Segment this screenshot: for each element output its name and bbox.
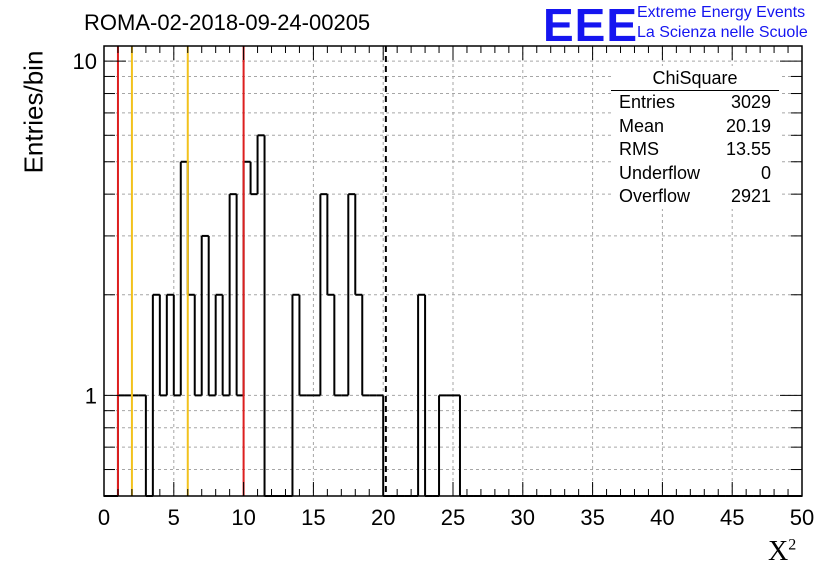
stats-row: Mean 20.19 bbox=[611, 115, 779, 139]
x-tick-label: 20 bbox=[371, 505, 395, 530]
x-tick-label: 50 bbox=[790, 505, 814, 530]
x-axis-label-superscript: 2 bbox=[788, 536, 797, 554]
x-tick-label: 0 bbox=[98, 505, 110, 530]
x-tick-label: 25 bbox=[441, 505, 465, 530]
stats-value: 2921 bbox=[730, 186, 771, 206]
x-tick-label: 15 bbox=[301, 505, 325, 530]
x-tick-label: 35 bbox=[580, 505, 604, 530]
reference-lines bbox=[116, 46, 387, 496]
stats-value: 20.19 bbox=[725, 115, 771, 136]
x-axis-label-base: X bbox=[768, 536, 789, 567]
org-tagline: La Scienza nelle Scuole bbox=[637, 24, 808, 41]
stats-row: Overflow 2921 bbox=[611, 185, 779, 209]
x-tick-label: 30 bbox=[511, 505, 535, 530]
stats-value: 0 bbox=[760, 162, 771, 183]
x-tick-label: 40 bbox=[650, 505, 674, 530]
stats-label: Overflow bbox=[619, 186, 691, 206]
tick-labels: 0 5 10 15 20 25 30 35 40 45 50 1 10 bbox=[73, 49, 815, 530]
stats-value: 13.55 bbox=[725, 139, 771, 159]
stats-row: Entries 3029 bbox=[611, 91, 779, 115]
stats-box: ChiSquare Entries 3029 Mean 20.19 RMS 13… bbox=[611, 66, 779, 209]
stats-label: Underflow bbox=[619, 162, 701, 183]
y-axis-label: Entries/bin bbox=[18, 50, 49, 174]
stats-label: Entries bbox=[619, 92, 676, 112]
stats-title: ChiSquare bbox=[611, 66, 779, 91]
stats-row: Underflow 0 bbox=[611, 162, 779, 186]
x-tick-label: 45 bbox=[720, 505, 744, 530]
grid bbox=[104, 46, 802, 496]
stats-label: RMS bbox=[619, 139, 659, 159]
org-name: Extreme Energy Events bbox=[637, 4, 806, 21]
eee-logo: EEE bbox=[543, 0, 639, 51]
stats-row: RMS 13.55 bbox=[611, 138, 779, 162]
x-tick-label: 5 bbox=[168, 505, 180, 530]
x-axis-label: X2 bbox=[768, 536, 796, 568]
stats-value: 3029 bbox=[730, 92, 771, 112]
x-tick-label: 10 bbox=[231, 505, 255, 530]
axis-ticks bbox=[103, 46, 803, 496]
run-title: ROMA-02-2018-09-24-00205 bbox=[84, 10, 371, 35]
y-tick-label: 10 bbox=[73, 49, 97, 74]
y-tick-label: 1 bbox=[85, 383, 97, 408]
stats-label: Mean bbox=[619, 115, 665, 136]
